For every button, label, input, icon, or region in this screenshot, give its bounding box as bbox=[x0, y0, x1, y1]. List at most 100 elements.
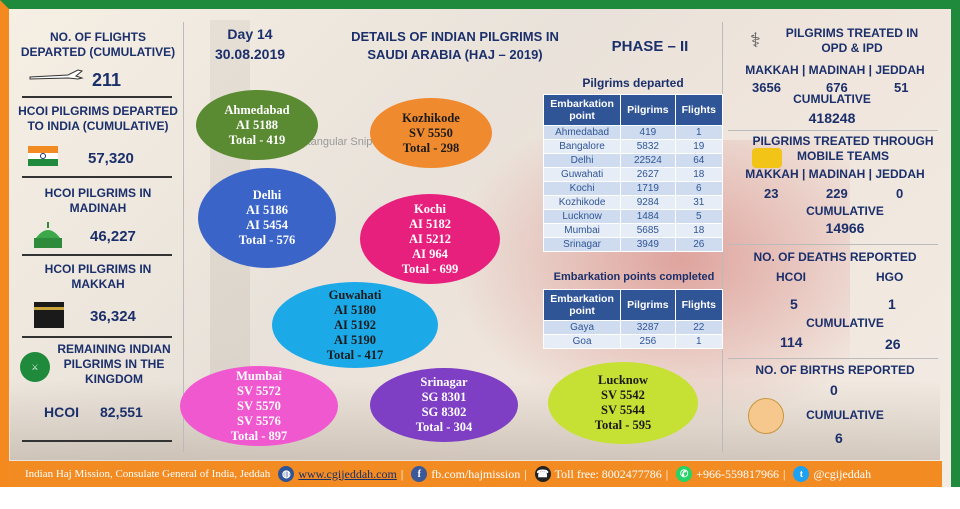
departed-value: 57,320 bbox=[88, 150, 134, 167]
footer-phone[interactable]: Toll free: 8002477786 bbox=[554, 466, 662, 481]
footer-website-link[interactable]: www.cgijeddah.com bbox=[298, 466, 397, 481]
india-flag-icon bbox=[28, 146, 58, 166]
table-cell: Gaya bbox=[542, 320, 622, 335]
table-cell: 5 bbox=[674, 209, 724, 224]
oval-kozhikode: Kozhikode SV 5550 Total - 298 bbox=[370, 98, 492, 168]
whatsapp-icon: ✆ bbox=[676, 466, 693, 482]
table-row: Goa 256 1 bbox=[542, 334, 724, 349]
oval-flight: AI 5212 bbox=[408, 231, 452, 246]
mobile-jeddah: 0 bbox=[896, 186, 904, 201]
oval-flight: AI 5188 bbox=[235, 117, 279, 132]
oval-city: Kochi bbox=[414, 201, 446, 216]
oval-total: Total - 595 bbox=[594, 418, 652, 432]
table-row: Ahmedabad 419 1 bbox=[542, 125, 724, 140]
deaths-hgo-value: 1 bbox=[888, 296, 896, 312]
oval-flight: SG 8301 bbox=[421, 390, 467, 404]
oval-city: Kozhikode bbox=[402, 110, 460, 125]
table-cell: 6 bbox=[674, 181, 724, 196]
oval-city: Srinagar bbox=[420, 375, 468, 389]
table-cell: 22 bbox=[674, 320, 724, 335]
table-row: Delhi 22524 64 bbox=[542, 153, 724, 168]
table-cell: 1719 bbox=[620, 181, 676, 196]
footer-bar: Indian Haj Mission, Consulate General of… bbox=[9, 461, 942, 487]
divider bbox=[22, 96, 172, 98]
mobile-cities: MAKKAH | MADINAH | JEDDAH bbox=[745, 167, 925, 181]
table-cell: Guwahati bbox=[542, 167, 622, 182]
table-cell: 256 bbox=[620, 334, 676, 349]
oval-city: Delhi bbox=[252, 188, 282, 202]
divider bbox=[728, 244, 938, 245]
oval-total: Total - 419 bbox=[228, 132, 286, 147]
table-cell: 26 bbox=[674, 237, 724, 252]
table-cell: 3949 bbox=[620, 237, 676, 252]
table-cell: 22524 bbox=[620, 153, 676, 168]
facebook-icon: f bbox=[411, 466, 428, 482]
mobile-cumulative-value: 14966 bbox=[825, 220, 865, 236]
divider bbox=[728, 358, 938, 359]
footer-whatsapp[interactable]: +966-559817966 bbox=[696, 466, 779, 481]
oval-ahmedabad: Ahmedabad AI 5188 Total - 419 bbox=[196, 90, 318, 160]
deaths-cumulative-hcoi: 114 bbox=[780, 334, 803, 350]
table-row: Kochi 1719 6 bbox=[542, 181, 724, 196]
oval-kochi: Kochi AI 5182 AI 5212 AI 964 Total - 699 bbox=[360, 194, 500, 284]
makkah-value: 36,324 bbox=[90, 308, 136, 325]
title-line-1: DETAILS OF INDIAN PILGRIMS IN bbox=[351, 29, 559, 44]
table-row: Mumbai 5685 18 bbox=[542, 223, 724, 238]
table-cell: 18 bbox=[674, 223, 724, 238]
departed-table-title: Pilgrims departed bbox=[582, 76, 684, 90]
oval-total: Total - 417 bbox=[326, 347, 384, 362]
table-cell: 5832 bbox=[620, 139, 676, 154]
opd-cumulative-value: 418248 bbox=[808, 110, 856, 126]
divider bbox=[22, 254, 172, 256]
date-label: 30.08.2019 bbox=[214, 46, 286, 62]
mobile-madinah: 229 bbox=[826, 186, 848, 201]
departed-table: Embarkation point Pilgrims Flights Ahmed… bbox=[542, 94, 724, 252]
opd-makkah: 3656 bbox=[752, 80, 781, 95]
oval-flight: SV 5550 bbox=[409, 125, 453, 140]
phone-icon: ☎ bbox=[534, 466, 551, 482]
deaths-cumulative-hgo: 26 bbox=[885, 336, 901, 352]
oval-city: Mumbai bbox=[236, 368, 282, 383]
table-cell: 3287 bbox=[620, 320, 676, 335]
oval-flight: SV 5576 bbox=[237, 413, 281, 428]
oval-city: Lucknow bbox=[597, 373, 649, 387]
oval-flight: AI 5182 bbox=[408, 216, 452, 231]
saudi-flag-icon: ⚔ bbox=[20, 352, 50, 382]
oval-flight: AI 5190 bbox=[333, 332, 377, 347]
table-cell: 1 bbox=[674, 334, 724, 349]
table-row: Guwahati 2627 18 bbox=[542, 167, 724, 182]
oval-city: Ahmedabad bbox=[224, 102, 290, 117]
births-title: NO. OF BIRTHS REPORTED bbox=[755, 363, 915, 377]
opd-madinah: 676 bbox=[826, 80, 848, 95]
column-divider bbox=[722, 22, 723, 452]
oval-flight: AI 964 bbox=[412, 246, 448, 261]
day-label: Day 14 bbox=[227, 26, 273, 42]
departed-title: HCOI PILGRIMS DEPARTED TO INDIA (CUMULAT… bbox=[18, 104, 178, 133]
opd-title: PILGRIMS TREATED IN OPD & IPD bbox=[785, 26, 919, 55]
table-cell: 1484 bbox=[620, 209, 676, 224]
table-cell: Kozhikode bbox=[542, 195, 622, 210]
births-cumulative-label: CUMULATIVE bbox=[806, 408, 884, 422]
table-cell: Ahmedabad bbox=[542, 125, 622, 140]
oval-srinagar: Srinagar SG 8301 SG 8302 Total - 304 bbox=[370, 368, 518, 442]
remaining-value: 82,551 bbox=[100, 404, 143, 420]
footer-facebook-link[interactable]: fb.com/hajmission bbox=[431, 466, 521, 481]
table-cell: 31 bbox=[674, 195, 724, 210]
oval-total: Total - 298 bbox=[402, 140, 460, 155]
oval-flight: AI 5192 bbox=[333, 317, 377, 332]
oval-guwahati: Guwahati AI 5180 AI 5192 AI 5190 Total -… bbox=[272, 282, 438, 368]
flights-title: NO. OF FLIGHTS DEPARTED (CUMULATIVE) bbox=[20, 30, 176, 59]
table-cell: Goa bbox=[542, 334, 622, 349]
opd-cumulative-label: CUMULATIVE bbox=[793, 92, 871, 106]
oval-flight: AI 5186 bbox=[245, 203, 289, 217]
mobile-cumulative-label: CUMULATIVE bbox=[806, 204, 884, 218]
footer-twitter-link[interactable]: @cgijeddah bbox=[813, 466, 872, 481]
table-cell: 9284 bbox=[620, 195, 676, 210]
airplane-icon bbox=[28, 68, 84, 82]
remaining-label: HCOI bbox=[44, 404, 79, 420]
footer-org: Indian Haj Mission, Consulate General of… bbox=[25, 468, 271, 480]
births-cumulative-value: 6 bbox=[835, 430, 843, 446]
oval-mumbai: Mumbai SV 5572 SV 5570 SV 5576 Total - 8… bbox=[180, 366, 338, 446]
bottom-margin bbox=[0, 487, 960, 509]
twitter-icon: t bbox=[793, 466, 810, 482]
